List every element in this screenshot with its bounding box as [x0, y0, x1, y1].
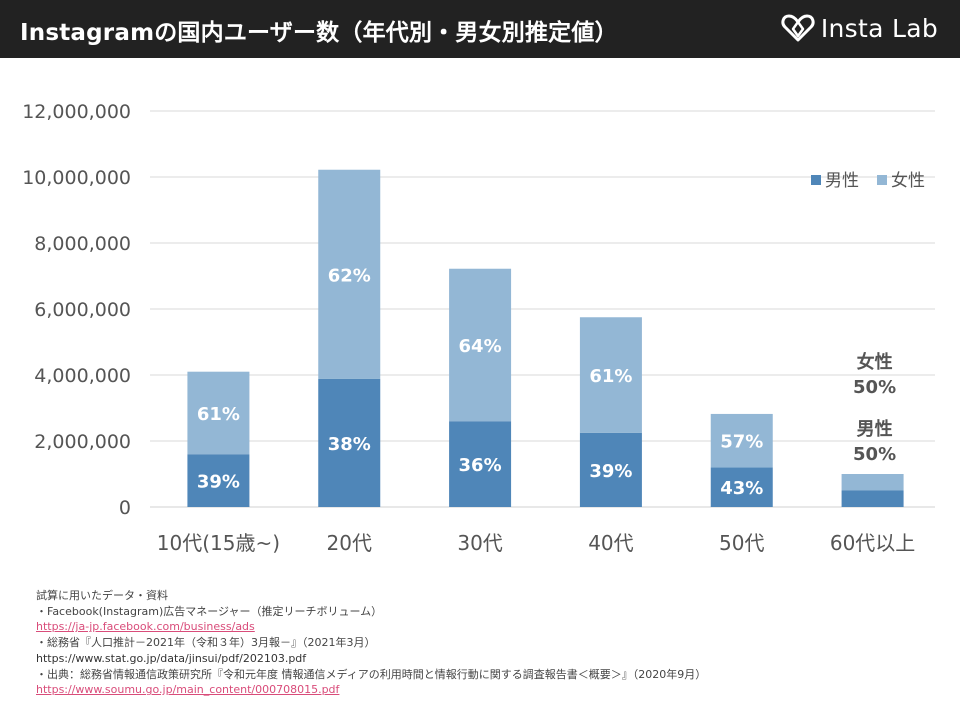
source-label: ・Facebook(Instagram)広告マネージャー（推定リーチボリューム） [36, 604, 383, 618]
data-label: 39% [197, 472, 240, 493]
bar-segment [841, 474, 904, 491]
legend-label: 女性 [891, 171, 925, 191]
bar-segment [710, 413, 773, 468]
bar-segment [710, 467, 773, 507]
legend-swatch [877, 175, 887, 185]
data-label: 57% [720, 432, 763, 453]
data-label: 50% [853, 377, 896, 398]
y-tick-label: 0 [119, 497, 131, 519]
brand-logo: Insta Lab [781, 12, 938, 44]
legend-label: 男性 [825, 171, 859, 191]
data-label: 38% [328, 434, 371, 455]
bar-segment [579, 317, 642, 433]
bar-segment [841, 490, 904, 507]
bar-segment [318, 378, 381, 507]
source-label: ・出典：総務省情報通信政策研究所『令和元年度 情報通信メディアの利用時間と情報行… [36, 667, 707, 681]
data-label: 39% [589, 461, 632, 482]
x-tick-label: 10代(15歳~) [157, 531, 280, 555]
bar-segment [187, 371, 250, 455]
data-label: 男性 [857, 418, 893, 440]
data-label: 61% [589, 366, 632, 387]
data-label: 女性 [857, 351, 893, 373]
source-link[interactable]: https://www.stat.go.jp/data/jinsui/pdf/2… [36, 651, 307, 665]
page-title: Instagramの国内ユーザー数（年代別・男女別推定値） [20, 20, 618, 46]
stacked-bar-chart: 0 2,000,000 4,000,000 6,000,000 8,000,000 10,… [22, 101, 935, 555]
x-tick-label: 50代 [719, 531, 764, 555]
data-label: 62% [328, 265, 371, 286]
bar-segment [449, 268, 512, 422]
brand-name: Insta Lab [820, 13, 938, 43]
header-bar: Instagramの国内ユーザー数（年代別・男女別推定値） Insta Lab [0, 0, 960, 58]
data-label: 36% [459, 455, 502, 476]
sources-heading: 試算に用いたデータ・資料 [36, 589, 168, 602]
bar-segment [318, 169, 381, 379]
y-tick-label: 8,000,000 [34, 233, 131, 255]
x-tick-label: 60代以上 [830, 531, 915, 555]
y-tick-label: 6,000,000 [34, 299, 131, 321]
bar-segment [579, 432, 642, 507]
legend-swatch [811, 175, 821, 185]
bar-segment [187, 454, 250, 507]
data-label: 43% [720, 478, 763, 499]
x-tick-label: 40代 [588, 531, 633, 555]
source-link[interactable]: https://www.soumu.go.jp/main_content/000… [36, 683, 340, 697]
source-label: ・総務省『人口推計－2021年（令和３年）3月報－』（2021年3月） [36, 636, 376, 650]
x-tick-label: 20代 [327, 531, 372, 555]
source-link[interactable]: https://ja-jp.facebook.com/business/ads [36, 620, 255, 634]
data-label: 64% [459, 336, 502, 357]
x-tick-label: 30代 [457, 531, 502, 555]
data-label: 61% [197, 404, 240, 425]
y-tick-label: 12,000,000 [22, 101, 131, 123]
data-label: 50% [853, 444, 896, 465]
y-tick-label: 2,000,000 [34, 431, 131, 453]
bar-segment [449, 421, 512, 507]
y-tick-label: 10,000,000 [22, 167, 131, 189]
heart-icon [781, 14, 815, 42]
y-tick-label: 4,000,000 [34, 365, 131, 387]
sources-block: 試算に用いたデータ・資料 ・Facebook(Instagram)広告マネージャ… [36, 588, 706, 698]
